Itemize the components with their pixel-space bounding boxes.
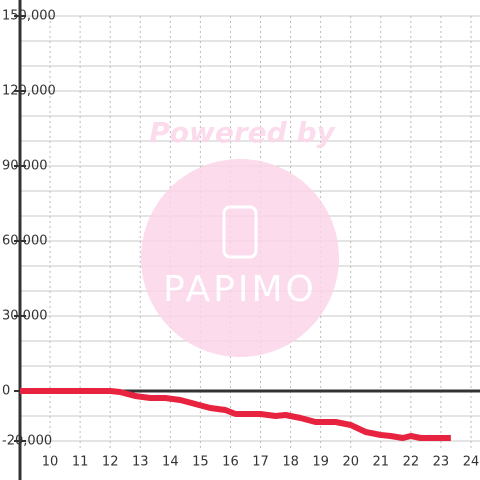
data-line (20, 388, 451, 441)
y-tick-label: 120,000 (2, 84, 56, 99)
x-tick-label: 15 (192, 455, 209, 470)
x-tick-label: 10 (42, 455, 59, 470)
x-tick-label: 24 (463, 455, 480, 470)
watermark-text: PAPIMO (163, 269, 317, 310)
x-tick-label: 22 (403, 455, 420, 470)
x-tick-label: 14 (162, 455, 179, 470)
y-tick-label: 150,000 (2, 9, 56, 24)
y-tick-label: 90,000 (2, 159, 48, 174)
x-tick-label: 13 (132, 455, 149, 470)
x-tick-label: 12 (102, 455, 119, 470)
watermark-text: Powered by (149, 116, 336, 149)
watermark: Powered by PAPIMO (141, 116, 339, 357)
y-tick-label: 60,000 (2, 234, 48, 249)
x-tick-label: 21 (373, 455, 390, 470)
y-tick-label: 0 (2, 384, 10, 399)
x-tick-label: 11 (72, 455, 89, 470)
x-tick-label: 16 (222, 455, 239, 470)
x-tick-label: 18 (282, 455, 299, 470)
y-tick-label: 30,000 (2, 309, 48, 324)
x-tick-label: 23 (433, 455, 450, 470)
x-tick-label: 20 (342, 455, 359, 470)
y-tick-label: -20,000 (2, 434, 52, 449)
watermark-icon (222, 205, 258, 259)
x-tick-label: 19 (312, 455, 329, 470)
x-tick-label: 17 (252, 455, 269, 470)
